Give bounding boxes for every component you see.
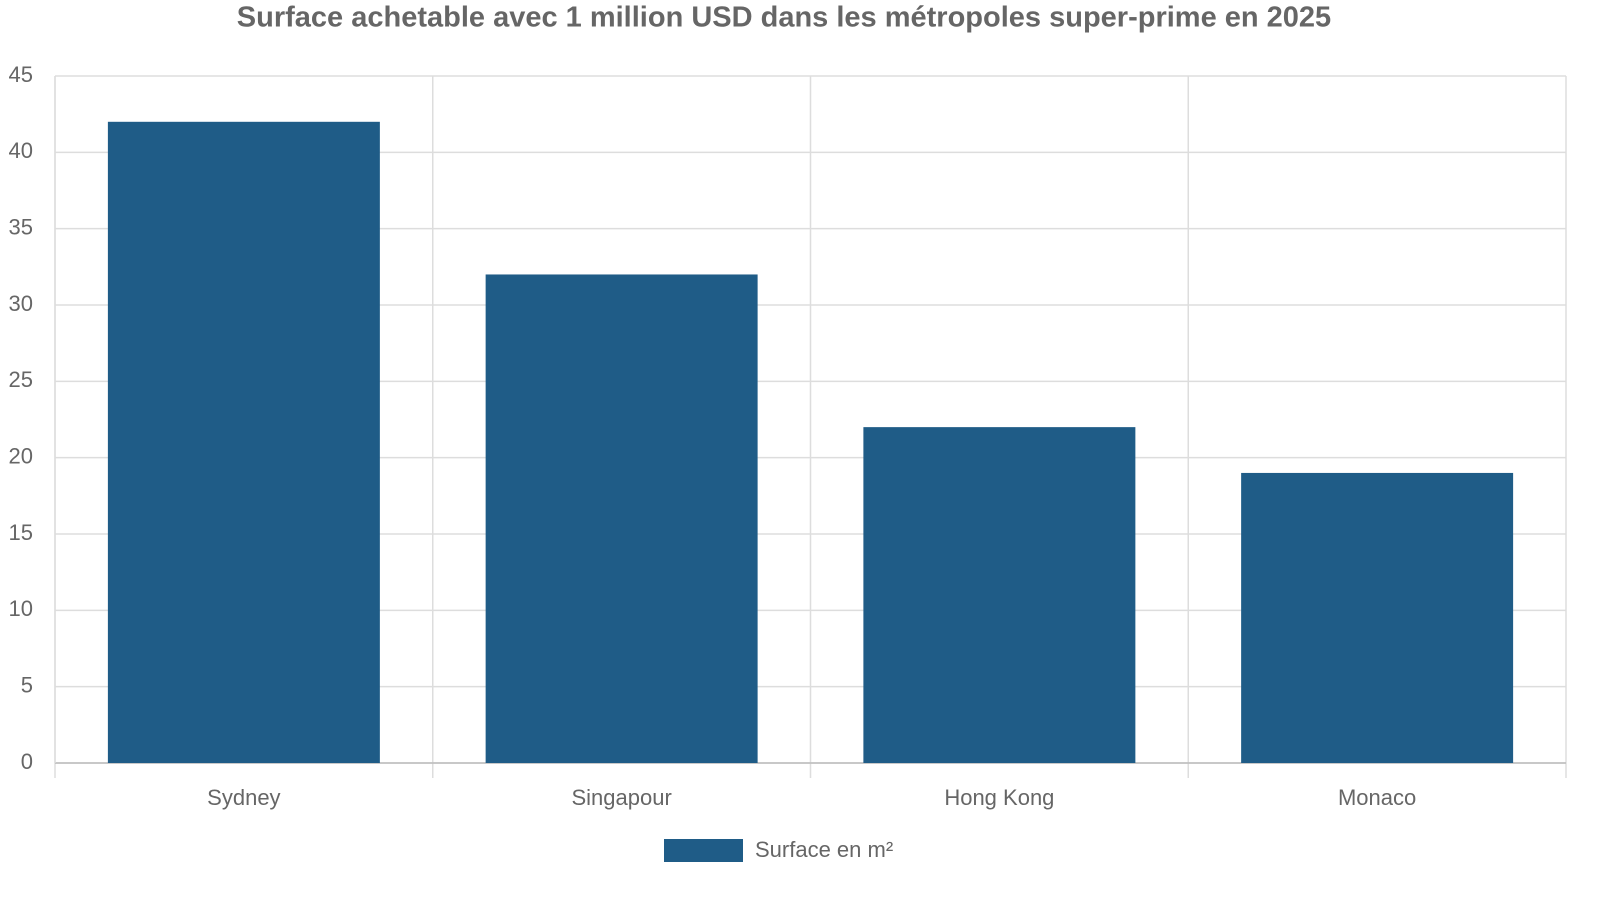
y-tick-label: 25 bbox=[9, 367, 33, 392]
y-tick-label: 35 bbox=[9, 214, 33, 239]
y-tick-label: 10 bbox=[9, 596, 33, 621]
legend-swatch bbox=[664, 839, 743, 862]
bar bbox=[1241, 472, 1514, 763]
x-tick-label: Hong Kong bbox=[944, 785, 1054, 810]
x-tick-label: Monaco bbox=[1338, 785, 1416, 810]
y-tick-label: 20 bbox=[9, 443, 33, 468]
x-tick-label: Sydney bbox=[207, 785, 280, 810]
chart-title: Surface achetable avec 1 million USD dan… bbox=[237, 2, 1331, 34]
y-tick-label: 30 bbox=[9, 291, 33, 316]
legend-label: Surface en m² bbox=[755, 837, 893, 862]
y-tick-label: 0 bbox=[21, 749, 33, 774]
y-tick-label: 15 bbox=[9, 520, 33, 545]
x-tick-label: Singapour bbox=[571, 785, 671, 810]
y-tick-label: 40 bbox=[9, 138, 33, 163]
bar bbox=[485, 274, 758, 763]
y-tick-label: 5 bbox=[21, 672, 33, 697]
bar bbox=[107, 121, 380, 764]
bar bbox=[863, 427, 1136, 763]
y-tick-label: 45 bbox=[9, 62, 33, 87]
